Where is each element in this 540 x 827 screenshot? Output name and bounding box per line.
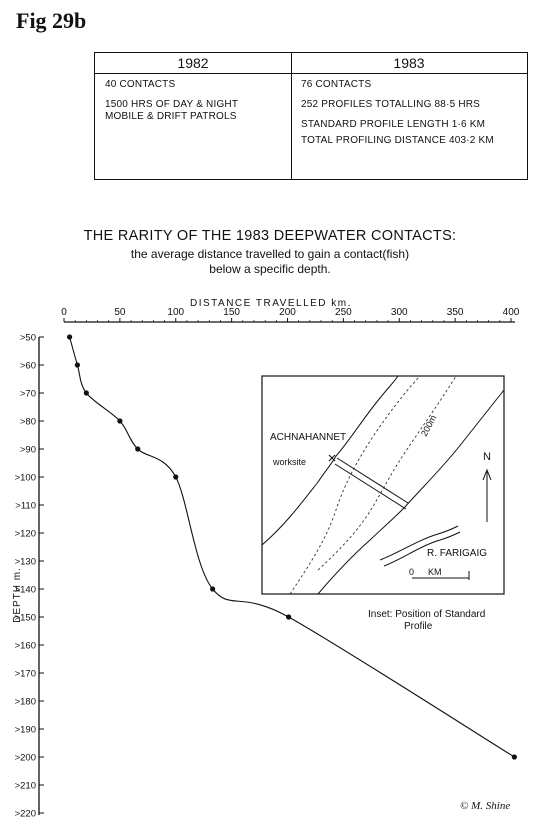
worksite-marker — [328, 454, 336, 462]
signature: © M. Shine — [460, 800, 511, 812]
table-header-1982: 1982 — [95, 53, 291, 74]
series-line — [69, 336, 515, 758]
table-line: MOBILE & DRIFT PATROLS — [105, 111, 237, 122]
table-body-1982: 40 CONTACTS 1500 HRS OF DAY & NIGHT MOBI… — [95, 74, 291, 128]
x-tick-label: 250 — [335, 307, 352, 318]
data-point — [135, 446, 141, 452]
inset-caption: Inset: Position of Standard Profile — [368, 609, 485, 633]
inset-river-label: R. FARIGAIG — [427, 548, 487, 559]
y-tick-label: >90 — [20, 445, 36, 456]
data-point — [83, 390, 89, 396]
data-point — [286, 614, 292, 620]
data-point — [210, 586, 216, 592]
x-tick-label: 100 — [167, 307, 184, 318]
inset-caption-line1: Inset: Position of Standard — [368, 609, 486, 620]
x-tick-label: 0 — [61, 307, 67, 318]
y-tick-label: >70 — [20, 389, 36, 400]
y-tick-label: >200 — [15, 753, 36, 764]
table-line: 76 CONTACTS — [301, 79, 372, 90]
y-tick-label: >60 — [20, 361, 36, 372]
data-point — [66, 334, 73, 340]
table-column-1982: 1982 40 CONTACTS 1500 HRS OF DAY & NIGHT… — [95, 53, 292, 179]
data-point — [173, 474, 179, 480]
table-line: 1500 HRS OF DAY & NIGHT — [105, 99, 239, 110]
table-line: STANDARD PROFILE LENGTH 1·6 KM — [301, 119, 486, 130]
table-header-1983: 1983 — [291, 53, 527, 74]
standard-profile-line — [334, 463, 407, 510]
shoreline-west — [261, 375, 399, 546]
north-arrow-head — [482, 468, 492, 481]
x-tick-label: 350 — [447, 307, 464, 318]
x-tick-label: 300 — [391, 307, 408, 318]
y-tick-label: >120 — [15, 529, 36, 540]
chart-series — [66, 334, 517, 760]
x-tick-label: 150 — [223, 307, 240, 318]
depth-contour-east — [317, 375, 457, 571]
y-tick-label: >220 — [15, 809, 36, 820]
y-tick-label: >110 — [15, 501, 36, 512]
data-point — [74, 362, 81, 368]
data-point — [117, 418, 123, 424]
y-tick-label: >130 — [15, 557, 36, 568]
inset-north-label: N — [483, 451, 491, 463]
inset-scale-unit: KM — [428, 567, 442, 577]
inset-place-label: ACHNAHANNET — [270, 432, 346, 443]
y-tick-label: >170 — [15, 669, 36, 680]
inset-frame — [261, 375, 505, 595]
table-body-1983: 76 CONTACTS 252 PROFILES TOTALLING 88·5 … — [291, 74, 527, 152]
y-tick-label: >190 — [15, 725, 36, 736]
figure-label: Fig 29b — [16, 8, 87, 33]
y-tick-label: >150 — [15, 613, 36, 624]
x-tick-label: 400 — [503, 307, 520, 318]
table-column-1983: 1983 76 CONTACTS 252 PROFILES TOTALLING … — [291, 53, 527, 179]
x-tick-label: 50 — [114, 307, 126, 318]
chart-title: THE RARITY OF THE 1983 DEEPWATER CONTACT… — [83, 228, 457, 244]
y-tick-label: >160 — [15, 641, 36, 652]
summary-table: 1982 40 CONTACTS 1500 HRS OF DAY & NIGHT… — [94, 52, 528, 180]
data-point — [511, 754, 517, 760]
y-axis-title: DEPTH m. — [12, 567, 23, 623]
table-line: 252 PROFILES TOTALLING 88·5 HRS — [301, 99, 481, 110]
x-axis-title: DISTANCE TRAVELLED km. — [190, 298, 352, 309]
chart-axes: 0 50 100 150 200 250 300 350 400 >50 >60 >70 >80 >90 >… — [12, 307, 520, 820]
x-tick-label: 200 — [279, 307, 296, 318]
y-tick-label: >180 — [15, 697, 36, 708]
inset-scale-zero: 0 — [409, 567, 414, 577]
table-line: 40 CONTACTS — [105, 79, 176, 90]
standard-profile-line — [336, 457, 409, 504]
y-tick-label: >80 — [20, 417, 36, 428]
y-tick-label: >210 — [15, 781, 36, 792]
inset-caption-line2: Profile — [404, 621, 433, 632]
y-tick-label: >50 — [20, 333, 36, 344]
chart-subtitle-line2: below a specific depth. — [209, 262, 331, 276]
y-tick-label: >140 — [15, 585, 36, 596]
inset-worksite-label: worksite — [272, 457, 306, 467]
river-farigaig — [379, 525, 459, 561]
river-farigaig-bank — [383, 531, 461, 567]
table-line: TOTAL PROFILING DISTANCE 403·2 KM — [301, 135, 494, 146]
chart-subtitle-line1: the average distance travelled to gain a… — [130, 247, 410, 261]
depth-contour-west — [289, 375, 421, 595]
y-tick-label: >100 — [15, 473, 36, 484]
